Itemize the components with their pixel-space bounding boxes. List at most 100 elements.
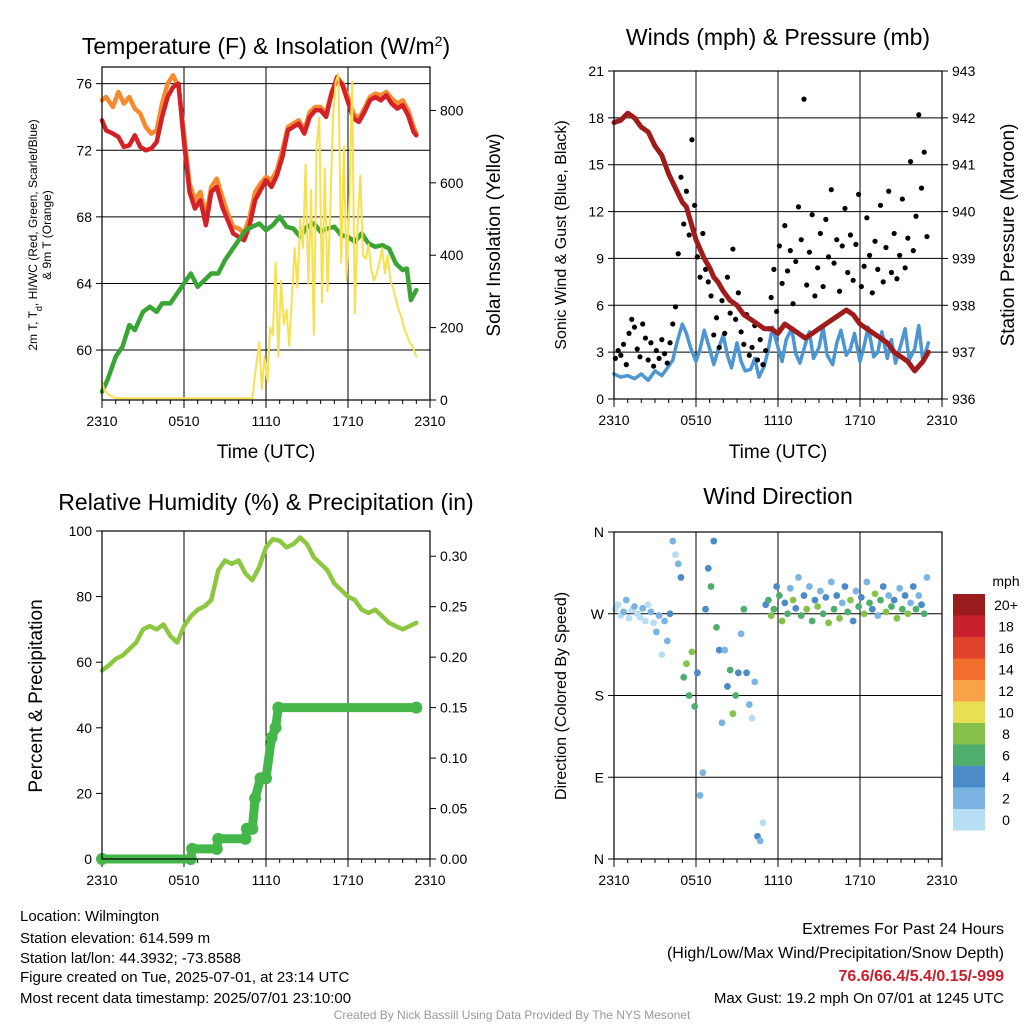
rh-ytick-label: 40 [76, 720, 92, 736]
gust-point [880, 279, 886, 285]
direction-point [707, 583, 715, 590]
gust-point [776, 243, 782, 249]
temp-xtick-label: 1110 [251, 413, 280, 429]
rh-xtick-label: 2310 [86, 872, 117, 888]
legend-swatch [953, 658, 985, 680]
direction-point [833, 592, 841, 599]
dir-title: Wind Direction [703, 483, 853, 509]
gust-point [672, 304, 679, 310]
direction-point [841, 583, 849, 590]
gust-point [913, 213, 919, 219]
gust-point [620, 341, 627, 347]
legend-label: 16 [998, 640, 1014, 656]
legend-swatch [953, 615, 985, 637]
temp-ytick2-label: 600 [440, 175, 464, 191]
pressure-line [611, 110, 931, 374]
direction-point [647, 608, 655, 616]
direction-point [748, 714, 756, 722]
dir-xtick-label: 0510 [680, 872, 711, 888]
direction-point [814, 603, 822, 610]
gust-point [640, 321, 646, 327]
gust-point [809, 212, 815, 218]
gust-point [667, 340, 673, 346]
extremes-title: Extremes For Past 24 Hours [802, 921, 1004, 938]
direction-point [734, 669, 742, 677]
gust-point [790, 301, 796, 307]
wind-frame [613, 70, 943, 400]
gust-point [820, 283, 826, 290]
wind-xtick-label: 0510 [680, 412, 711, 428]
temp-series-line [99, 74, 419, 243]
direction-point [885, 592, 893, 599]
direction-point [713, 623, 720, 631]
direction-point [907, 599, 914, 607]
direction-point [740, 605, 748, 613]
gust-point [692, 202, 698, 208]
direction-point [915, 592, 923, 599]
legend-swatch [953, 701, 985, 723]
precip-point [260, 772, 272, 785]
extremes-gust: Max Gust: 19.2 mph On 07/01 at 1245 UTC [714, 990, 1004, 1007]
dir-xtick-label: 2310 [926, 872, 957, 888]
direction-point [786, 584, 794, 592]
gust-point [782, 223, 788, 229]
gust-point [631, 324, 638, 330]
direction-point [704, 564, 712, 572]
wind-ytick2-label: 942 [952, 110, 976, 126]
wind-xtick-label: 2310 [598, 412, 629, 428]
legend-label: 2 [1002, 790, 1010, 806]
direction-point [759, 819, 767, 827]
dir-xtick-label: 1710 [844, 872, 875, 888]
gust-point [774, 308, 780, 315]
gust-point [702, 266, 709, 272]
direction-point [636, 613, 644, 621]
legend-swatch [953, 766, 985, 788]
direction-point [767, 612, 775, 619]
legend-label: 20+ [994, 597, 1018, 613]
svg-text:& 9m T (Orange): & 9m T (Orange) [40, 190, 54, 280]
gust-point [823, 216, 829, 222]
gust-point [763, 347, 769, 354]
gust-point [886, 188, 892, 194]
gust-point [784, 268, 791, 274]
gust-point [724, 274, 731, 280]
wind-ytick-label: 3 [596, 344, 604, 360]
info-created: Figure created on Tue, 2025-07-01, at 23… [20, 969, 350, 986]
speed-legend: mph 20+ 18 16 14 12 10 8 6 4 2 0 [953, 573, 1020, 831]
wind-ylabel: Sonic Wind & Gust (Blue, Black) [553, 120, 570, 349]
precip-point [269, 721, 282, 734]
direction-point [863, 578, 871, 586]
direction-point [655, 612, 663, 619]
rh-ytick2-label: 0.15 [440, 700, 467, 716]
wind-ytick-label: 18 [588, 110, 604, 126]
gust-point [853, 241, 859, 247]
temp-xtick-label: 2310 [86, 413, 117, 429]
gust-point [733, 316, 739, 322]
gust-point [749, 344, 755, 351]
direction-point [923, 574, 931, 581]
direction-point [650, 619, 658, 627]
direction-point [792, 604, 800, 612]
direction-point [663, 637, 671, 645]
wind-ytick-label: 15 [588, 157, 604, 173]
direction-point [691, 703, 699, 710]
direction-point [811, 596, 819, 604]
direction-point [644, 601, 652, 609]
gust-point [787, 248, 793, 254]
gust-point [875, 266, 881, 272]
direction-point [756, 837, 764, 845]
legend-swatch [953, 744, 985, 766]
gust-point [801, 96, 807, 102]
gust-point [757, 337, 763, 343]
gust-point [771, 266, 777, 272]
gust-point [678, 174, 684, 180]
direction-point [795, 574, 802, 581]
gust-point [615, 347, 621, 354]
gust-point [634, 346, 640, 352]
rh-ytick-label: 100 [69, 523, 93, 539]
temperature-plot-area: 2310 0510 1110 1710 2310 60 64 68 72 76 0 200 400 600… [76, 66, 464, 429]
dir-frame [613, 531, 943, 860]
gust-point [831, 260, 837, 266]
gust-point [730, 246, 736, 252]
